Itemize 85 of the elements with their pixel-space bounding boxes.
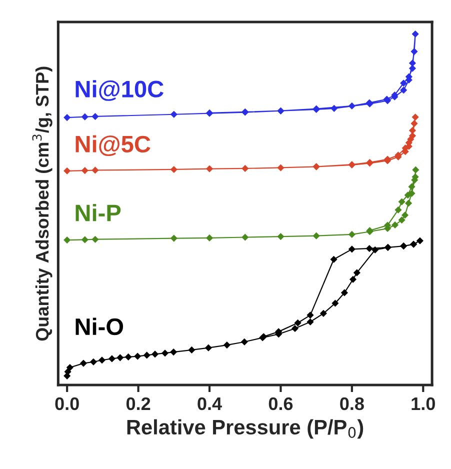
x-tick-label: 0.2 bbox=[126, 397, 150, 410]
point bbox=[348, 231, 356, 238]
x-axis-title: Relative Pressure (P/P$_{0}$) bbox=[127, 419, 364, 439]
point bbox=[206, 165, 213, 172]
x-tick-label: 0.4 bbox=[198, 397, 222, 410]
point bbox=[332, 300, 339, 307]
point bbox=[404, 192, 412, 199]
point bbox=[409, 64, 416, 72]
x-tick-label: 0.0 bbox=[55, 397, 79, 410]
point bbox=[400, 80, 407, 87]
point bbox=[170, 348, 177, 356]
x-tick-label: 1.0 bbox=[412, 397, 435, 410]
point bbox=[409, 132, 416, 140]
point bbox=[320, 310, 327, 317]
point bbox=[398, 216, 406, 224]
point bbox=[354, 269, 360, 276]
point bbox=[348, 161, 356, 168]
point bbox=[81, 236, 88, 244]
point bbox=[98, 356, 106, 364]
point bbox=[81, 167, 88, 174]
series-label: Ni-O bbox=[76, 318, 124, 336]
point bbox=[92, 166, 99, 174]
point bbox=[400, 86, 407, 94]
point bbox=[152, 350, 158, 358]
point bbox=[162, 350, 168, 357]
point bbox=[366, 245, 373, 252]
point bbox=[242, 165, 249, 172]
point bbox=[170, 166, 178, 173]
point bbox=[170, 110, 178, 118]
point bbox=[170, 234, 178, 242]
point bbox=[92, 236, 99, 243]
y-axis-title: Quantity Adsorbed (cm$^{3}$/g, STP) bbox=[32, 66, 52, 341]
point bbox=[341, 289, 348, 296]
series-label: Ni@5C bbox=[76, 135, 150, 156]
point bbox=[312, 232, 320, 240]
point bbox=[410, 48, 418, 55]
point bbox=[277, 233, 284, 240]
point bbox=[372, 246, 379, 254]
point bbox=[116, 354, 124, 362]
point bbox=[242, 234, 249, 241]
point bbox=[205, 344, 212, 352]
point bbox=[398, 198, 406, 206]
point bbox=[124, 354, 132, 360]
point bbox=[416, 237, 424, 244]
point bbox=[412, 166, 420, 174]
point bbox=[80, 360, 87, 367]
point bbox=[306, 318, 314, 326]
point bbox=[64, 368, 72, 376]
point bbox=[294, 319, 302, 326]
point bbox=[81, 113, 88, 120]
point bbox=[292, 325, 298, 332]
point bbox=[330, 256, 338, 263]
x-tick-label: 0.6 bbox=[268, 397, 293, 410]
point bbox=[409, 60, 416, 67]
point bbox=[350, 276, 356, 283]
point bbox=[306, 312, 314, 319]
point bbox=[108, 355, 116, 362]
point bbox=[64, 236, 71, 244]
point bbox=[90, 358, 97, 366]
point bbox=[66, 364, 74, 371]
point bbox=[240, 338, 248, 346]
point bbox=[330, 104, 338, 112]
point bbox=[394, 206, 402, 214]
point bbox=[64, 114, 71, 121]
point bbox=[348, 102, 356, 110]
point bbox=[277, 164, 284, 172]
point bbox=[410, 120, 418, 127]
point bbox=[412, 114, 419, 121]
point bbox=[92, 113, 99, 120]
point bbox=[405, 200, 412, 207]
point bbox=[224, 342, 230, 348]
series-label: Ni@10C bbox=[76, 80, 164, 101]
point bbox=[402, 212, 408, 219]
point bbox=[392, 222, 398, 228]
point bbox=[206, 234, 213, 242]
point bbox=[348, 246, 356, 253]
x-tick-label: 0.8 bbox=[340, 397, 364, 410]
point bbox=[143, 352, 150, 359]
point bbox=[408, 183, 416, 190]
point bbox=[64, 167, 71, 174]
series-label: Ni-P bbox=[76, 204, 121, 222]
point bbox=[134, 352, 142, 360]
point bbox=[188, 346, 196, 354]
point bbox=[409, 127, 416, 134]
point bbox=[412, 30, 419, 38]
